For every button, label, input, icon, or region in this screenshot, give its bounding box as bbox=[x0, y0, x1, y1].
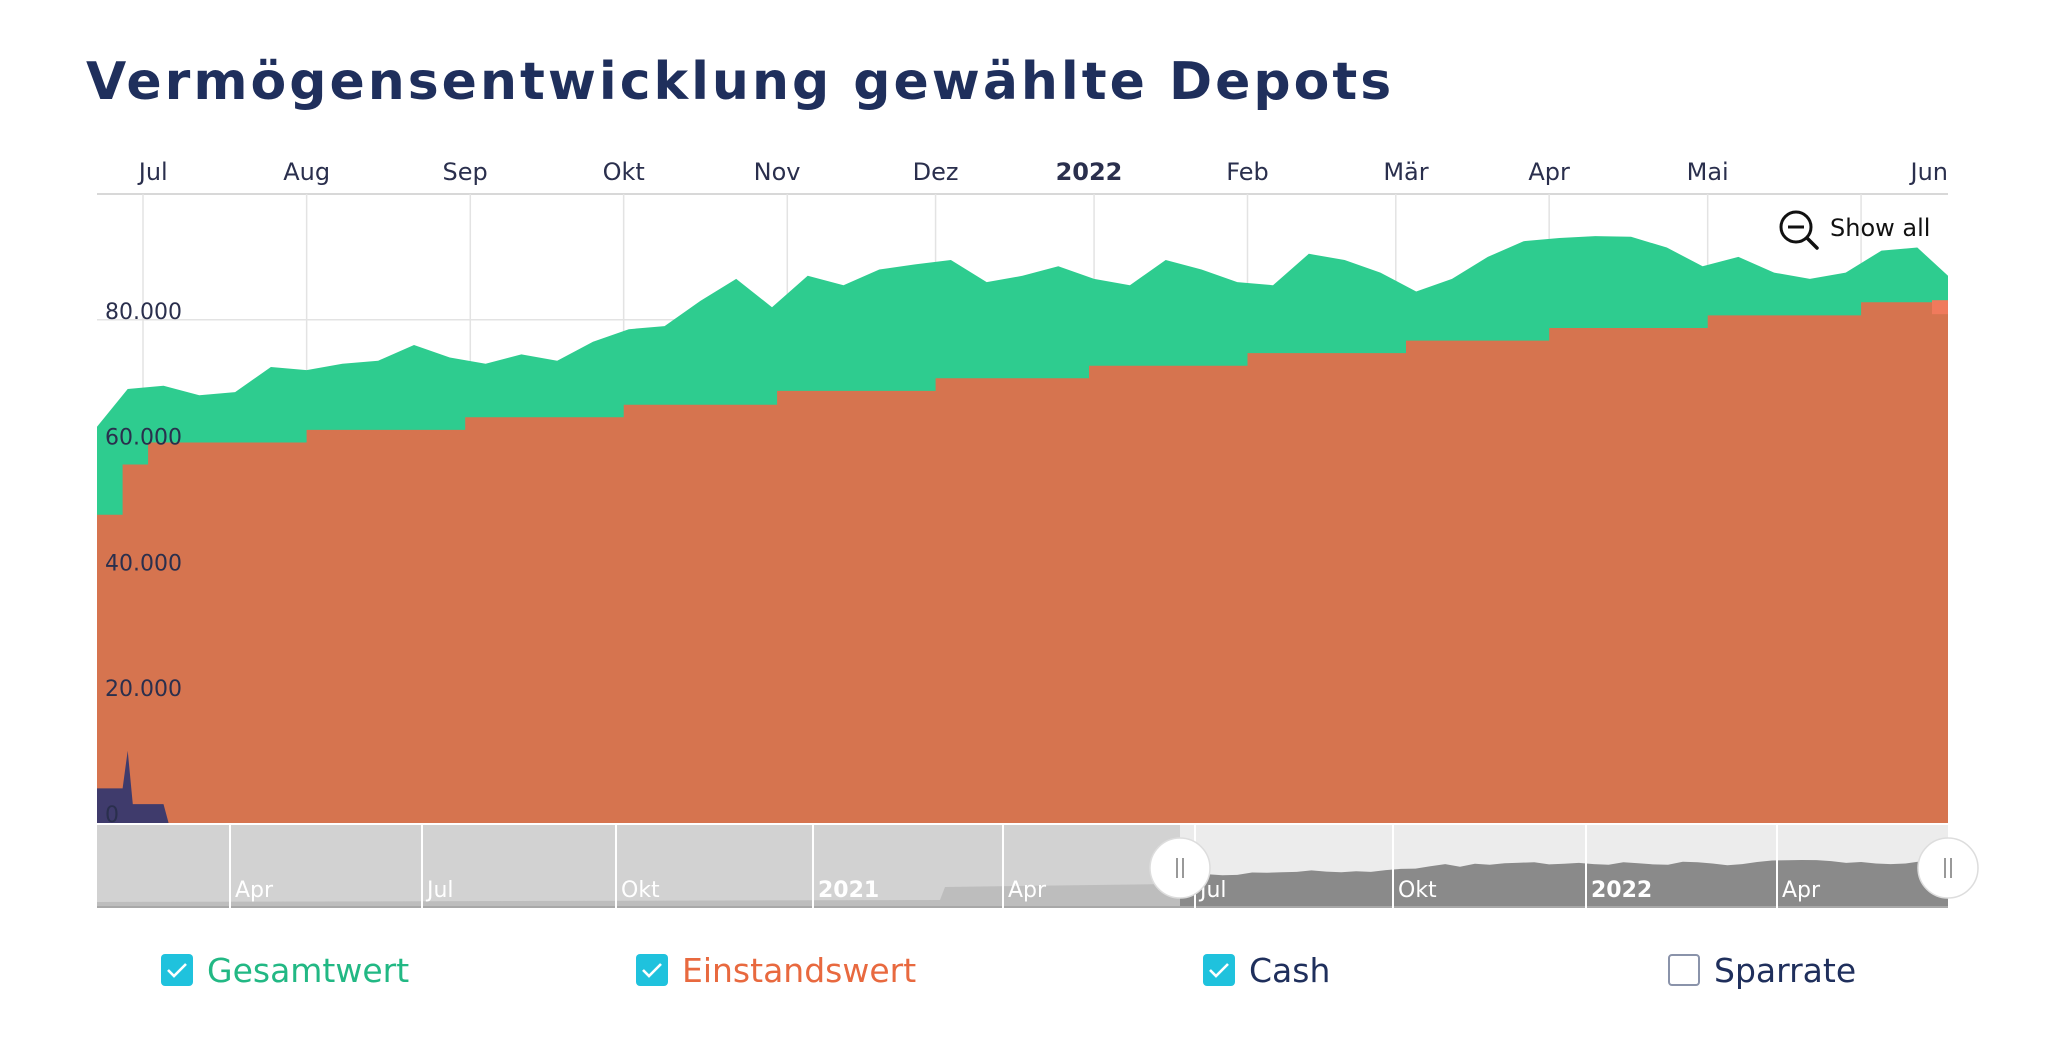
legend-label-cash: Cash bbox=[1249, 950, 1331, 990]
chart-series bbox=[97, 236, 1948, 824]
navigator-label: 2021 bbox=[818, 878, 879, 903]
navigator-series-selected bbox=[1180, 860, 1948, 908]
x-tick-label: Sep bbox=[443, 158, 488, 186]
navigator-label: 2022 bbox=[1591, 878, 1652, 903]
check-icon bbox=[167, 963, 187, 978]
navigator-label: Okt bbox=[621, 878, 660, 903]
x-tick-label: Mai bbox=[1687, 158, 1729, 186]
checkbox-gesamtwert[interactable] bbox=[161, 954, 193, 986]
x-tick-label: 2022 bbox=[1056, 158, 1123, 186]
navigator-handle-left[interactable] bbox=[1149, 837, 1211, 899]
navigator-label: Okt bbox=[1398, 878, 1437, 903]
check-icon bbox=[1209, 963, 1229, 978]
legend-gesamtwert[interactable]: Gesamtwert bbox=[161, 948, 409, 992]
navigator-label: Apr bbox=[1008, 878, 1047, 903]
y-tick-label: 40.000 bbox=[105, 551, 182, 576]
legend-einstandswert[interactable]: Einstandswert bbox=[636, 948, 916, 992]
x-tick-label: Jul bbox=[137, 158, 168, 186]
x-tick-label: Feb bbox=[1226, 158, 1269, 186]
navigator-baseline bbox=[97, 906, 1948, 908]
series-end-marker bbox=[1932, 300, 1948, 315]
legend-cash[interactable]: Cash bbox=[1203, 948, 1330, 992]
checkbox-cash[interactable] bbox=[1203, 954, 1235, 986]
y-tick-label: 0 bbox=[105, 803, 119, 828]
navigator-series-old bbox=[97, 878, 1180, 908]
x-axis: Jul Aug Sep Okt Nov Dez 2022 Feb Mär Apr Mai Jun bbox=[137, 158, 1948, 186]
legend-sparrate[interactable]: Sparrate bbox=[1668, 948, 1856, 992]
x-tick-label: Dez bbox=[913, 158, 959, 186]
y-tick-label: 80.000 bbox=[105, 300, 182, 325]
navigator-handle-right[interactable] bbox=[1917, 837, 1979, 899]
series-einstandswert bbox=[97, 302, 1948, 823]
navigator-label: Apr bbox=[235, 878, 274, 903]
y-axis: 0 20.000 40.000 60.000 80.000 bbox=[105, 300, 182, 828]
handle-circle bbox=[1149, 837, 1211, 899]
page-title: Vermögensentwicklung gewählte Depots bbox=[86, 52, 1395, 112]
y-tick-label: 20.000 bbox=[105, 677, 182, 702]
navigator[interactable]: Apr Jul Okt 2021 Apr Jul Okt 2022 Apr bbox=[97, 825, 1979, 908]
legend-label-einstandswert: Einstandswert bbox=[682, 950, 917, 990]
x-tick-label: Okt bbox=[603, 158, 645, 186]
x-tick-label: Apr bbox=[1528, 158, 1570, 186]
checkbox-sparrate[interactable] bbox=[1668, 954, 1700, 986]
x-tick-label: Nov bbox=[754, 158, 801, 186]
legend-label-sparrate: Sparrate bbox=[1714, 950, 1857, 990]
series-cash bbox=[97, 750, 169, 823]
legend-label-gesamtwert: Gesamtwert bbox=[207, 950, 410, 990]
handle-circle bbox=[1917, 837, 1979, 899]
zoom-out-icon-handle bbox=[1805, 236, 1819, 250]
y-tick-label: 60.000 bbox=[105, 426, 182, 451]
checkbox-einstandswert[interactable] bbox=[636, 954, 668, 986]
zoom-out-icon bbox=[1779, 210, 1813, 244]
check-icon bbox=[642, 963, 662, 978]
x-tick-label: Aug bbox=[283, 158, 330, 186]
show-all-label: Show all bbox=[1830, 214, 1930, 242]
show-all-button[interactable]: Show all bbox=[1779, 210, 1930, 250]
x-tick-label: Mär bbox=[1383, 158, 1428, 186]
x-tick-label: Jun bbox=[1909, 158, 1949, 186]
navigator-label: Jul bbox=[425, 878, 454, 903]
navigator-label: Apr bbox=[1782, 878, 1821, 903]
